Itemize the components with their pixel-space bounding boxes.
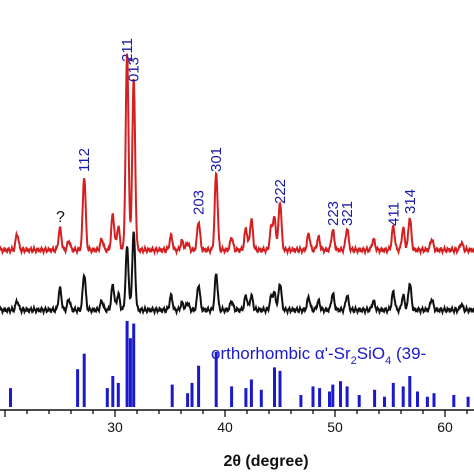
reference-stick	[82, 353, 86, 407]
reference-stick	[357, 395, 361, 407]
reference-stick	[230, 386, 234, 407]
reference-stick	[452, 395, 456, 407]
hkl-label: 321	[339, 201, 356, 226]
black-diffraction-trace	[0, 231, 474, 317]
reference-stick	[116, 382, 120, 407]
hkl-label: 223	[325, 201, 342, 226]
reference-stick	[328, 391, 331, 407]
hkl-label: 301	[208, 147, 225, 172]
reference-card-label: orthorhombic α'-Sr2SiO4 (39-	[211, 344, 426, 367]
reference-stick	[299, 395, 303, 407]
reference-stick	[466, 396, 470, 407]
reference-stick	[259, 389, 263, 407]
reference-stick	[345, 386, 349, 407]
reference-stick	[76, 369, 80, 407]
reference-stick	[170, 384, 174, 407]
reference-stick	[416, 391, 419, 407]
reference-stick	[197, 365, 201, 407]
reference-stick	[408, 376, 412, 407]
reference-stick	[105, 388, 109, 407]
reference-stick	[190, 382, 194, 407]
x-axis-title: 2θ (degree)	[223, 453, 308, 470]
reference-stick	[128, 338, 132, 407]
reference-stick	[111, 376, 115, 407]
hkl-label: 013	[126, 57, 143, 82]
reference-stick	[244, 388, 248, 407]
reference-stick	[249, 379, 253, 407]
hkl-label: 411	[385, 202, 402, 226]
reference-stick	[311, 386, 315, 407]
reference-stick	[391, 382, 395, 407]
reference-stick	[401, 386, 405, 407]
reference-stick	[9, 388, 12, 407]
reference-stick	[125, 321, 129, 407]
red-diffraction-trace	[0, 53, 474, 257]
reference-stick-pattern	[9, 321, 470, 407]
reference-stick	[339, 381, 342, 407]
x-tick-label: 40	[217, 419, 233, 435]
reference-stick	[432, 393, 436, 407]
hkl-label: 314	[402, 189, 419, 214]
x-tick-label: 30	[107, 419, 123, 435]
unknown-peak-marker: ?	[56, 209, 65, 226]
reference-stick	[214, 352, 218, 407]
reference-stick	[273, 367, 276, 407]
hkl-label: 203	[191, 190, 208, 215]
hkl-label: 222	[272, 179, 289, 204]
reference-stick	[278, 370, 282, 407]
hkl-label: 112	[76, 148, 93, 172]
reference-stick	[383, 396, 386, 407]
x-tick-label: 50	[327, 419, 343, 435]
reference-stick	[186, 393, 190, 407]
x-axis-ticks: 30 40 50 60	[4, 410, 468, 435]
reference-stick	[331, 384, 335, 407]
diffraction-series	[0, 53, 474, 317]
reference-stick	[425, 396, 429, 407]
x-tick-label: 60	[437, 419, 453, 435]
reference-stick	[318, 388, 322, 407]
reference-stick	[373, 389, 377, 407]
hkl-label: 211	[119, 38, 136, 62]
reference-stick	[132, 323, 136, 407]
